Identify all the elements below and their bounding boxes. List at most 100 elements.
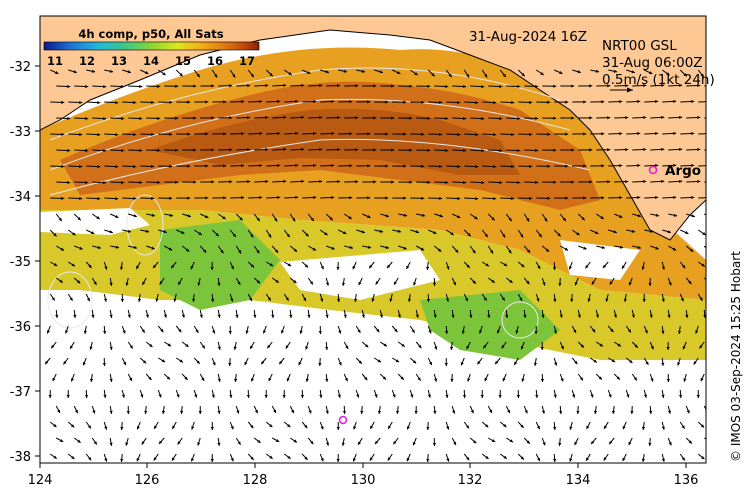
- current-arrowhead: [367, 196, 371, 200]
- current-arrowhead: [115, 214, 119, 218]
- current-arrowhead: [53, 233, 57, 237]
- x-tick-label: 126: [135, 473, 160, 488]
- current-arrowhead: [517, 84, 521, 89]
- current-arrowhead: [547, 100, 551, 104]
- current-arrowhead: [553, 84, 557, 88]
- current-arrowhead: [403, 132, 407, 136]
- current-arrowhead: [709, 132, 712, 135]
- current-arrowhead: [395, 359, 400, 363]
- y-tick-label: -33: [10, 125, 31, 140]
- current-arrowhead: [250, 345, 254, 349]
- current-arrow: [703, 405, 706, 411]
- current-arrowhead: [383, 343, 388, 347]
- current-arrowhead: [336, 458, 340, 462]
- current-arrowhead: [187, 164, 191, 168]
- current-arrowhead: [197, 442, 201, 446]
- current-arrowhead: [403, 246, 407, 250]
- current-arrowhead: [331, 99, 335, 104]
- current-arrowhead: [457, 100, 461, 105]
- current-arrowhead: [577, 70, 581, 74]
- current-arrowhead: [688, 440, 692, 444]
- current-arrowhead: [229, 394, 233, 398]
- current-arrowhead: [466, 345, 470, 350]
- current-arrowhead: [265, 179, 269, 184]
- current-arrowhead: [250, 424, 254, 429]
- current-arrowhead: [463, 180, 467, 185]
- current-arrowhead: [565, 132, 569, 136]
- current-arrowhead: [181, 230, 185, 234]
- current-arrowhead: [169, 132, 173, 136]
- current-arrowhead: [501, 345, 505, 349]
- current-arrowhead: [283, 147, 287, 152]
- current-arrowhead: [583, 164, 587, 168]
- current-arrowhead: [689, 248, 694, 252]
- current-arrowhead: [85, 148, 89, 153]
- current-arrowhead: [126, 410, 130, 414]
- current-arrowhead: [228, 362, 232, 366]
- current-arrowhead: [74, 409, 78, 414]
- colorbar: 4h comp, p50, All Sats 11 12 13 14 15 16 17: [43, 27, 260, 68]
- current-arrowhead: [175, 148, 179, 152]
- current-arrowhead: [412, 360, 417, 364]
- current-arrowhead: [411, 329, 415, 333]
- current-arrowhead: [521, 263, 525, 268]
- current-arrowhead: [92, 410, 96, 414]
- current-arrowhead: [613, 69, 618, 73]
- current-arrowhead: [553, 458, 557, 462]
- current-arrowhead: [667, 230, 671, 234]
- current-arrowhead: [439, 164, 443, 169]
- current-arrowhead: [344, 377, 348, 382]
- current-arrowhead: [151, 213, 156, 217]
- current-arrowhead: [558, 442, 562, 446]
- current-arrowhead: [217, 378, 221, 382]
- current-arrowhead: [159, 281, 163, 285]
- current-arrowhead: [526, 218, 530, 222]
- current-arrowhead: [437, 248, 442, 252]
- current-arrowhead: [641, 266, 645, 270]
- current-arrowhead: [433, 410, 437, 414]
- current-arrowhead: [184, 376, 188, 380]
- current-arrowhead: [466, 264, 470, 268]
- current-arrowhead: [277, 131, 281, 136]
- current-arrowhead: [241, 100, 245, 104]
- current-arrowhead: [511, 164, 515, 169]
- current-arrowhead: [415, 230, 419, 234]
- current-arrowhead: [273, 409, 277, 414]
- current-arrowhead: [71, 455, 75, 459]
- current-arrowhead: [467, 378, 471, 382]
- current-arrowhead: [570, 298, 574, 302]
- current-arrowhead: [337, 83, 341, 88]
- current-arrowhead: [193, 84, 197, 88]
- current-arrowhead: [503, 263, 508, 266]
- current-arrowhead: [160, 328, 164, 333]
- current-arrowhead: [141, 329, 145, 333]
- current-arrowhead: [289, 314, 293, 318]
- current-arrowhead: [645, 361, 649, 365]
- current-arrowhead: [472, 280, 476, 284]
- current-arrowhead: [373, 148, 377, 152]
- current-arrowhead: [709, 215, 712, 218]
- current-arrowhead: [455, 249, 459, 253]
- current-arrowhead: [668, 442, 672, 446]
- current-arrowhead: [67, 180, 71, 185]
- current-arrowhead: [421, 196, 425, 200]
- current-arrowhead: [217, 314, 221, 318]
- current-arrowhead: [85, 84, 89, 89]
- current-arrowhead: [358, 441, 362, 445]
- current-arrowhead: [97, 164, 101, 169]
- current-arrow: [703, 277, 706, 280]
- current-arrowhead: [178, 281, 182, 285]
- current-arrowhead: [369, 264, 373, 269]
- current-arrowhead: [139, 180, 143, 185]
- current-arrowhead: [700, 73, 704, 78]
- current-arrowhead: [409, 180, 413, 184]
- current-arrowhead: [256, 217, 260, 222]
- current-arrowhead: [493, 100, 497, 105]
- current-arrowhead: [247, 148, 251, 152]
- current-arrowhead: [699, 297, 703, 301]
- current-arrowhead: [595, 231, 599, 234]
- current-arrowhead: [709, 196, 712, 199]
- current-arrowhead: [450, 346, 454, 350]
- current-arrowhead: [198, 410, 202, 414]
- current-arrowhead: [251, 378, 255, 382]
